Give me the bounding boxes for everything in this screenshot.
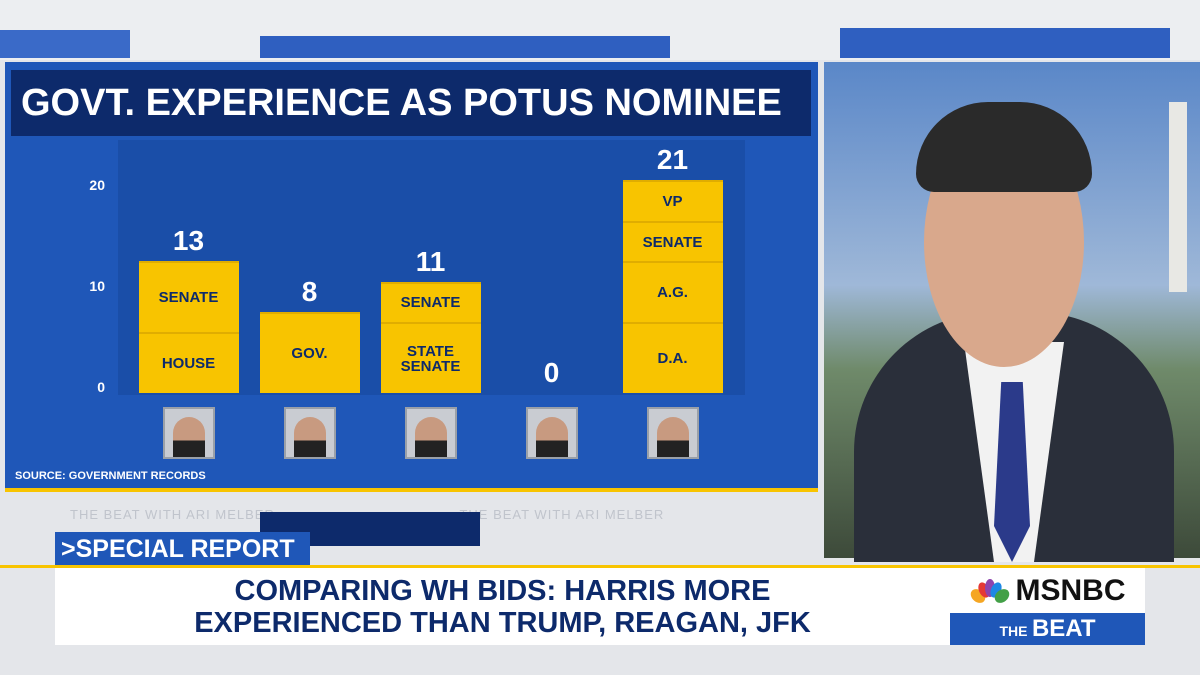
- total-label: 13: [172, 225, 205, 257]
- segment-label: A.G.: [657, 284, 688, 302]
- bar-segment: SENATE: [622, 220, 723, 262]
- segment-label: HOUSE: [161, 355, 216, 373]
- photo: [162, 407, 215, 459]
- tag: >SPECIAL REPORT: [55, 532, 310, 566]
- photo-figure: [414, 417, 447, 457]
- total-label: 11: [415, 245, 446, 277]
- segment-label: D.A.: [657, 350, 688, 368]
- deco-line: [0, 565, 1200, 568]
- total-label: 21: [656, 144, 689, 176]
- photo-figure: [172, 417, 205, 457]
- total-label: 0: [543, 357, 560, 388]
- video-feed: [824, 62, 1200, 562]
- tie: [994, 382, 1030, 562]
- show-logo: THE BEAT: [950, 613, 1145, 645]
- photo-figure: [656, 417, 689, 457]
- headline-line: EXPERIENCED THAN TRUMP, REAGAN, JFK: [194, 607, 811, 639]
- ticker: THE BEAT WITH ARI MELBER THE BEAT WITH A…: [0, 500, 1200, 530]
- segment-label: STATE SENATE: [400, 342, 461, 375]
- logo: MSNBC: [950, 568, 1145, 613]
- photo: [283, 407, 336, 459]
- segment-label: SENATE: [400, 294, 461, 312]
- bar-segment: D.A.: [622, 322, 723, 393]
- bar-segment: HOUSE: [138, 332, 239, 393]
- show: BEAT: [1031, 615, 1096, 642]
- segment-label: SENATE: [642, 233, 703, 251]
- photo-figure: [293, 417, 326, 457]
- chart-panel: GOVT. EXPERIENCE AS POTUS NOMINEE SOURCE…: [5, 62, 818, 488]
- deco-strip: [260, 36, 670, 58]
- photo: [525, 407, 578, 459]
- segment-label: GOV.: [291, 345, 328, 362]
- bar-segment: A.G.: [622, 261, 723, 323]
- bar-segment: GOV.: [259, 312, 360, 393]
- deco-strip: [0, 30, 130, 58]
- photo-figure: [535, 417, 568, 457]
- chart-title: GOVT. EXPERIENCE AS POTUS NOMINEE: [11, 70, 811, 136]
- bar-segment: SENATE: [380, 281, 481, 323]
- bar-segment: SENATE: [138, 261, 239, 333]
- hair: [916, 102, 1092, 192]
- segment-label: VP: [662, 193, 683, 211]
- ticker-text: THE BEAT WITH ARI MELBER: [459, 507, 665, 522]
- bar-segment: VP: [622, 180, 723, 221]
- monument: [1169, 102, 1187, 292]
- deco-line: [5, 488, 818, 492]
- y-tick-label: 10: [89, 277, 105, 294]
- photo: [404, 407, 457, 459]
- deco-strip: [840, 28, 1170, 58]
- ticker-text: THE BEAT WITH ARI MELBER: [70, 507, 275, 522]
- show-prefix: THE: [999, 623, 1028, 639]
- bar-segment: STATE SENATE: [380, 322, 481, 393]
- source: SOURCE: GOVERNMENT RECORDS: [15, 470, 206, 482]
- y-tick-label: 0: [97, 379, 105, 395]
- headline: COMPARING WH BIDS: HARRIS MORE EXPERIENC…: [55, 568, 950, 645]
- y-tick-label: 20: [89, 176, 105, 193]
- total-label: 8: [301, 276, 318, 308]
- network: MSNBC: [1015, 573, 1126, 607]
- headline-line: COMPARING WH BIDS: HARRIS MORE: [234, 575, 771, 607]
- segment-label: SENATE: [158, 289, 219, 307]
- peacock: [970, 578, 1009, 603]
- photo: [646, 407, 699, 459]
